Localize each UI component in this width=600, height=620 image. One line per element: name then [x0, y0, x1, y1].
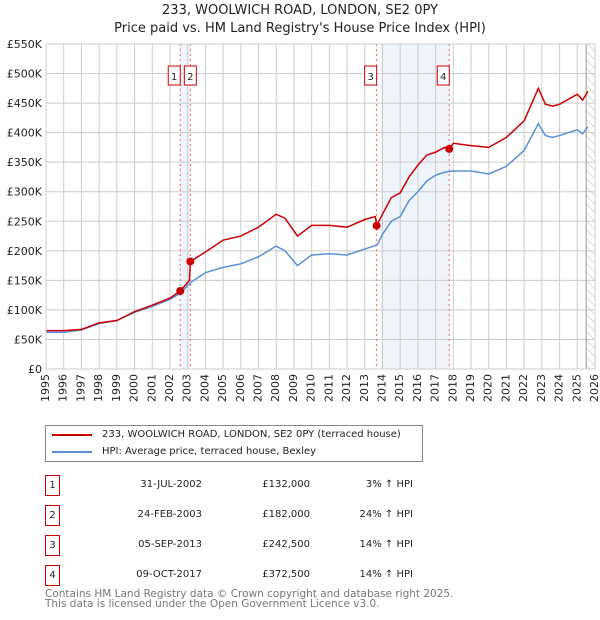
sale-point	[445, 144, 454, 153]
x-tick-label: 2001	[145, 374, 158, 402]
x-tick-label: 2025	[570, 374, 583, 402]
footer-line: Contains HM Land Registry data © Crown c…	[45, 588, 454, 600]
x-tick-label: 2024	[553, 374, 566, 402]
sale-marker-box	[167, 65, 181, 86]
sale-point	[186, 257, 195, 266]
y-tick-label: £250K	[7, 215, 43, 228]
footer: Contains HM Land Registry data © Crown c…	[45, 588, 454, 610]
x-tick-label: 2016	[411, 374, 424, 402]
transaction-hpi: 3% ↑ HPI	[365, 479, 413, 490]
transaction-number: 4	[45, 565, 60, 586]
sale-marker-label: 3	[367, 72, 373, 83]
x-tick-label: 2023	[535, 374, 548, 402]
legend-item-hpi: HPI: Average price, terraced house, Bexl…	[52, 446, 316, 457]
transaction-price: £372,500	[262, 569, 310, 580]
sale-point	[372, 221, 381, 230]
chart-subtitle: Price paid vs. HM Land Registry's House …	[114, 21, 486, 36]
x-tick-label: 2019	[464, 374, 477, 402]
x-tick-label: 1998	[92, 374, 105, 402]
transaction-row: 2 24-FEB-2003 £182,000 24% ↑ HPI	[45, 505, 445, 526]
x-tick-label: 1995	[39, 374, 52, 402]
legend-swatch	[52, 450, 92, 453]
sale-point	[176, 287, 185, 295]
y-tick-label: £150K	[7, 274, 43, 287]
legend-item-property: 233, WOOLWICH ROAD, LONDON, SE2 0PY (ter…	[52, 429, 401, 440]
transaction-hpi: 24% ↑ HPI	[359, 509, 413, 520]
y-tick-label: £450K	[7, 97, 43, 110]
plot-frame	[45, 43, 596, 370]
x-tick-label: 2012	[340, 374, 353, 402]
sale-marker-label: 2	[187, 72, 193, 83]
transaction-price: £242,500	[262, 539, 310, 550]
transaction-row: 1 31-JUL-2002 £132,000 3% ↑ HPI	[45, 475, 445, 496]
transaction-number: 3	[45, 535, 60, 556]
future-hatch	[586, 44, 595, 369]
x-tick-label: 2009	[287, 374, 300, 402]
legend-swatch	[52, 433, 92, 436]
legend: 233, WOOLWICH ROAD, LONDON, SE2 0PY (ter…	[45, 425, 423, 462]
transaction-date: 24-FEB-2003	[137, 509, 202, 520]
x-tick-label: 2014	[375, 374, 388, 402]
transaction-number: 1	[45, 475, 60, 496]
transaction-row: 3 05-SEP-2013 £242,500 14% ↑ HPI	[45, 535, 445, 556]
y-tick-label: £0	[28, 363, 42, 376]
y-tick-label: £500K	[7, 68, 43, 81]
x-tick-label: 2003	[181, 374, 194, 402]
x-tick-label: 2007	[252, 374, 265, 402]
transaction-number: 2	[45, 505, 60, 526]
x-tick-label: 2006	[234, 374, 247, 402]
legend-label: 233, WOOLWICH ROAD, LONDON, SE2 0PY (ter…	[102, 429, 401, 440]
transaction-date: 05-SEP-2013	[138, 539, 202, 550]
hpi-line	[46, 122, 589, 334]
y-tick-label: £100K	[7, 304, 43, 317]
transaction-price: £132,000	[262, 479, 310, 490]
sale-marker-box	[436, 65, 450, 86]
transaction-price: £182,000	[262, 509, 310, 520]
sale-marker-label: 4	[440, 72, 446, 83]
transaction-hpi: 14% ↑ HPI	[359, 539, 413, 550]
x-tick-label: 2020	[482, 374, 495, 402]
price-paid-line	[46, 86, 589, 332]
x-tick-label: 2013	[358, 374, 371, 402]
sale-marker-box	[364, 65, 378, 86]
x-tick-label: 2000	[128, 374, 141, 402]
chart-title: 233, WOOLWICH ROAD, LONDON, SE2 0PY	[162, 3, 438, 18]
sale-marker-box	[183, 65, 197, 86]
shaded-period	[380, 44, 450, 369]
transaction-date: 09-OCT-2017	[136, 569, 202, 580]
transaction-hpi: 14% ↑ HPI	[359, 569, 413, 580]
x-tick-label: 1997	[74, 374, 87, 402]
x-tick-label: 1996	[57, 374, 70, 402]
x-tick-label: 1999	[110, 374, 123, 402]
footer-line: This data is licensed under the Open Gov…	[45, 598, 380, 610]
x-tick-label: 2026	[588, 374, 600, 402]
x-tick-label: 2005	[216, 374, 229, 402]
y-tick-label: £550K	[7, 38, 43, 51]
x-tick-label: 2002	[163, 374, 176, 402]
x-tick-label: 2008	[269, 374, 282, 402]
sale-marker-label: 1	[171, 72, 177, 83]
x-tick-label: 2017	[429, 374, 442, 402]
x-tick-label: 2004	[198, 374, 211, 402]
y-tick-label: £400K	[7, 127, 43, 140]
y-tick-label: £50K	[14, 333, 43, 346]
x-tick-label: 2021	[499, 374, 512, 402]
shaded-period	[180, 44, 191, 369]
x-tick-label: 2015	[393, 374, 406, 402]
x-tick-label: 2018	[446, 374, 459, 402]
transaction-date: 31-JUL-2002	[140, 479, 202, 490]
legend-label: HPI: Average price, terraced house, Bexl…	[102, 446, 317, 457]
chart: 1995 1996 1997 1998 1999 2000 2001 2002 2003 2004…	[7, 38, 600, 402]
y-tick-label: £300K	[7, 186, 43, 199]
y-tick-label: £200K	[7, 245, 43, 258]
transaction-row: 4 09-OCT-2017 £372,500 14% ↑ HPI	[45, 565, 445, 586]
y-tick-label: £350K	[7, 156, 43, 169]
x-tick-label: 2010	[305, 374, 318, 402]
x-tick-label: 2022	[517, 374, 530, 402]
x-tick-label: 2011	[322, 374, 335, 402]
